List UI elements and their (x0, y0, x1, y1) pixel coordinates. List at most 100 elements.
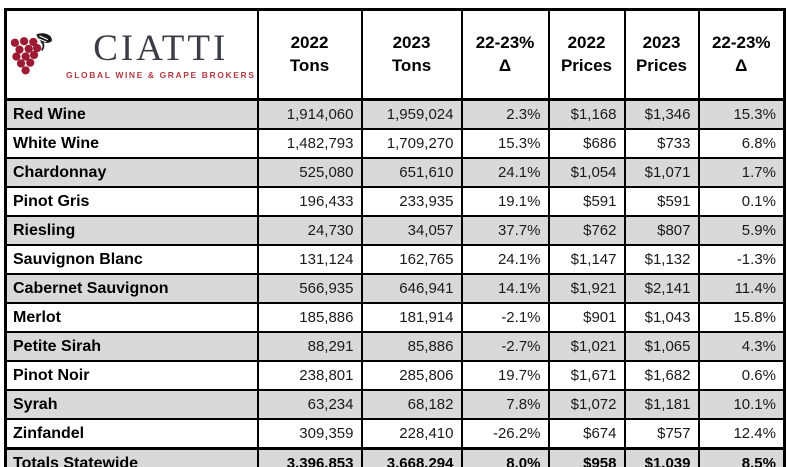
tons-2022-cell: 63,234 (256, 389, 363, 420)
price-2023-cell: $1,346 (623, 98, 700, 130)
price-2023-cell: $2,141 (623, 273, 700, 304)
tons-delta-cell: 15.3% (460, 128, 550, 159)
price-2023-cell: $1,181 (623, 389, 700, 420)
tons-2022-cell: 525,080 (256, 157, 363, 188)
col-header-prices-delta: 22-23% Δ (697, 8, 786, 101)
tons-delta-cell: -2.1% (460, 302, 550, 333)
price-2023-cell: $591 (623, 186, 700, 217)
ciatti-logo: CIATTI GLOBAL WINE & GRAPE BROKERS (8, 27, 256, 83)
variety-label: Sauvignon Blanc (4, 244, 259, 275)
price-delta-cell: 15.3% (697, 98, 786, 130)
variety-label: Red Wine (4, 98, 259, 130)
price-delta-cell: 5.9% (697, 215, 786, 246)
table-row: Pinot Noir 238,801 285,806 19.7% $1,671 … (4, 360, 786, 391)
grape-stem (40, 40, 45, 51)
totals-label: Totals Statewide (4, 447, 259, 467)
tons-2023-cell: 181,914 (360, 302, 463, 333)
tons-delta-cell: 24.1% (460, 157, 550, 188)
price-2023-cell: $1,071 (623, 157, 700, 188)
price-2023-cell: $1,043 (623, 302, 700, 333)
variety-label: Syrah (4, 389, 259, 420)
table-row: White Wine 1,482,793 1,709,270 15.3% $68… (4, 128, 786, 159)
tons-delta-cell: -2.7% (460, 331, 550, 362)
table-body: Red Wine 1,914,060 1,959,024 2.3% $1,168… (4, 98, 786, 450)
price-delta-cell: 0.1% (697, 186, 786, 217)
variety-label: Riesling (4, 215, 259, 246)
price-2023-cell: $807 (623, 215, 700, 246)
tons-2022-cell: 238,801 (256, 360, 363, 391)
price-2022-cell: $686 (547, 128, 626, 159)
tons-2022-cell: 185,886 (256, 302, 363, 333)
price-2022-cell: $674 (547, 418, 626, 450)
tons-2023-cell: 285,806 (360, 360, 463, 391)
price-delta-cell: 15.8% (697, 302, 786, 333)
tons-2023-cell: 233,935 (360, 186, 463, 217)
variety-label: Merlot (4, 302, 259, 333)
tons-2023-cell: 68,182 (360, 389, 463, 420)
table-row: Syrah 63,234 68,182 7.8% $1,072 $1,181 1… (4, 389, 786, 420)
table-header-row: CIATTI GLOBAL WINE & GRAPE BROKERS 2022 … (4, 8, 786, 101)
totals-tons-2023: 3,668,294 (360, 447, 463, 467)
price-delta-cell: 6.8% (697, 128, 786, 159)
totals-price-2022: $958 (547, 447, 626, 467)
price-2022-cell: $1,147 (547, 244, 626, 275)
price-2023-cell: $1,132 (623, 244, 700, 275)
price-2023-cell: $757 (623, 418, 700, 450)
col-header-2022-tons: 2022 Tons (256, 8, 363, 101)
tons-delta-cell: 19.7% (460, 360, 550, 391)
totals-price-delta: 8.5% (697, 447, 786, 467)
tons-2022-cell: 131,124 (256, 244, 363, 275)
price-2022-cell: $762 (547, 215, 626, 246)
tons-delta-cell: 19.1% (460, 186, 550, 217)
col-header-2023-tons: 2023 Tons (360, 8, 463, 101)
tons-2022-cell: 196,433 (256, 186, 363, 217)
tons-2023-cell: 651,610 (360, 157, 463, 188)
totals-price-2023: $1,039 (623, 447, 700, 467)
tons-2022-cell: 566,935 (256, 273, 363, 304)
logo-cell: CIATTI GLOBAL WINE & GRAPE BROKERS (4, 8, 259, 101)
price-delta-cell: 12.4% (697, 418, 786, 450)
tons-delta-cell: 2.3% (460, 98, 550, 130)
table-row: Pinot Gris 196,433 233,935 19.1% $591 $5… (4, 186, 786, 217)
variety-label: Zinfandel (4, 418, 259, 450)
variety-label: White Wine (4, 128, 259, 159)
price-2022-cell: $591 (547, 186, 626, 217)
table-row: Zinfandel 309,359 228,410 -26.2% $674 $7… (4, 418, 786, 450)
price-2022-cell: $1,072 (547, 389, 626, 420)
tons-2023-cell: 1,709,270 (360, 128, 463, 159)
price-delta-cell: 1.7% (697, 157, 786, 188)
tons-2022-cell: 1,914,060 (256, 98, 363, 130)
totals-tons-2022: 3,396,853 (256, 447, 363, 467)
tons-delta-cell: -26.2% (460, 418, 550, 450)
totals-tons-delta: 8.0% (460, 447, 550, 467)
table-row: Petite Sirah 88,291 85,886 -2.7% $1,021 … (4, 331, 786, 362)
variety-label: Pinot Noir (4, 360, 259, 391)
price-delta-cell: -1.3% (697, 244, 786, 275)
totals-row: Totals Statewide 3,396,853 3,668,294 8.0… (4, 447, 786, 467)
price-delta-cell: 0.6% (697, 360, 786, 391)
tons-delta-cell: 24.1% (460, 244, 550, 275)
tons-delta-cell: 37.7% (460, 215, 550, 246)
price-2022-cell: $1,921 (547, 273, 626, 304)
price-2023-cell: $733 (623, 128, 700, 159)
table-row: Merlot 185,886 181,914 -2.1% $901 $1,043… (4, 302, 786, 333)
variety-label: Petite Sirah (4, 331, 259, 362)
tons-2023-cell: 162,765 (360, 244, 463, 275)
price-2023-cell: $1,682 (623, 360, 700, 391)
price-2022-cell: $1,021 (547, 331, 626, 362)
price-delta-cell: 4.3% (697, 331, 786, 362)
tons-2023-cell: 228,410 (360, 418, 463, 450)
brand-name: CIATTI (93, 27, 229, 69)
price-2023-cell: $1,065 (623, 331, 700, 362)
tons-delta-cell: 7.8% (460, 389, 550, 420)
table-row: Chardonnay 525,080 651,610 24.1% $1,054 … (4, 157, 786, 188)
price-delta-cell: 10.1% (697, 389, 786, 420)
tons-2023-cell: 85,886 (360, 331, 463, 362)
table-row: Red Wine 1,914,060 1,959,024 2.3% $1,168… (4, 98, 786, 130)
tons-2022-cell: 1,482,793 (256, 128, 363, 159)
price-delta-cell: 11.4% (697, 273, 786, 304)
tons-2023-cell: 646,941 (360, 273, 463, 304)
tons-2023-cell: 34,057 (360, 215, 463, 246)
variety-label: Pinot Gris (4, 186, 259, 217)
